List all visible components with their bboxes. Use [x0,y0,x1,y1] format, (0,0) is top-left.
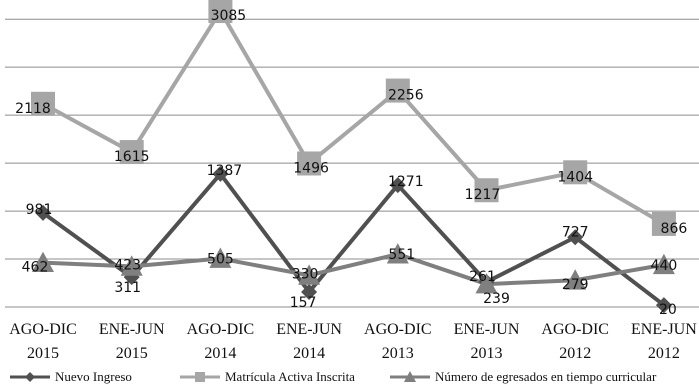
data-label: 20 [659,302,677,318]
x-tick-label: 2013 [471,345,503,362]
x-tick-label: ENE-JUN [454,321,520,338]
series-markers [31,0,676,314]
data-point [301,283,318,300]
data-label: 330 [292,266,319,282]
data-point [563,160,588,185]
data-point [389,177,406,194]
x-tick-label: 2015 [27,345,59,362]
data-point [655,297,672,314]
data-label: 423 [114,257,141,273]
legend-square-icon [195,372,205,382]
series-line [42,9,665,226]
legend-label: Matrícula Activa Inscrita [225,369,355,384]
data-point [386,243,409,264]
data-label: 2118 [15,101,51,117]
data-point [35,204,51,221]
data-point [297,151,322,176]
data-label: 1615 [114,149,150,165]
data-point [298,264,321,285]
x-tick-label: 2012 [559,345,591,362]
legend-label: Nuevo Ingreso [55,369,132,384]
data-label: 1271 [388,174,424,190]
x-tick-label: AGO-DIC [364,321,432,338]
data-label: 551 [388,247,415,263]
x-tick-label: 2014 [204,345,236,362]
legend-label: Número de egresados en tiempo curricular [435,369,657,384]
data-point [385,78,410,103]
data-point [475,273,498,294]
data-label: 1404 [557,169,593,185]
data-label: 2256 [388,88,424,104]
x-tick-label: 2012 [648,345,680,362]
data-point [208,0,233,24]
data-label: 462 [22,260,49,276]
x-tick-label: AGO-DIC [9,321,77,338]
data-label: 3085 [211,8,247,24]
legend: Nuevo Ingreso Matrícula Activa Inscrita Nú… [10,369,657,384]
data-label: 1387 [207,163,243,179]
data-label: 239 [483,291,510,307]
data-labels: 981 311 1387 157 1271 261 727 20 2118 1615 3085 149… [15,8,687,318]
data-label: 1496 [293,160,329,176]
x-tick-label: 2013 [382,345,414,362]
data-label: 311 [114,280,141,296]
data-point [651,211,676,236]
x-tick-label: 2014 [293,345,325,362]
x-tick-label: AGO-DIC [187,321,255,338]
x-tick-label: ENE-JUN [631,321,697,338]
data-label: 505 [207,252,234,268]
data-label: 157 [290,295,317,311]
data-point [119,140,144,165]
legend-item: Número de egresados en tiempo curricular [390,369,657,384]
data-label: 866 [661,221,688,237]
data-label: 727 [562,224,589,240]
data-point [567,229,584,246]
legend-item: Nuevo Ingreso [10,369,132,384]
data-point [474,178,499,203]
series-lines [41,9,666,307]
data-point [564,269,587,290]
data-label: 440 [651,258,678,274]
data-label: 1217 [465,187,501,203]
data-label: 279 [562,277,589,293]
data-point [209,247,232,268]
data-point [32,251,54,273]
x-tick-label: 2015 [116,345,148,362]
legend-item: Matrícula Activa Inscrita [180,369,355,384]
data-point [31,91,55,116]
x-axis-tick-labels: AGO-DIC 2015 ENE-JUN 2015 AGO-DIC 2014 ENE-JUN… [9,321,697,362]
legend-diamond-icon [25,372,35,382]
data-point [120,255,143,276]
series-line [42,252,665,287]
data-point [652,253,675,275]
data-point [212,165,229,182]
data-label: 981 [26,202,53,218]
series-line [41,171,666,307]
x-tick-label: ENE-JUN [99,321,165,338]
data-label: 261 [469,269,496,285]
x-tick-label: ENE-JUN [276,321,342,338]
x-tick-label: AGO-DIC [541,321,609,338]
legend-triangle-icon [404,371,416,382]
